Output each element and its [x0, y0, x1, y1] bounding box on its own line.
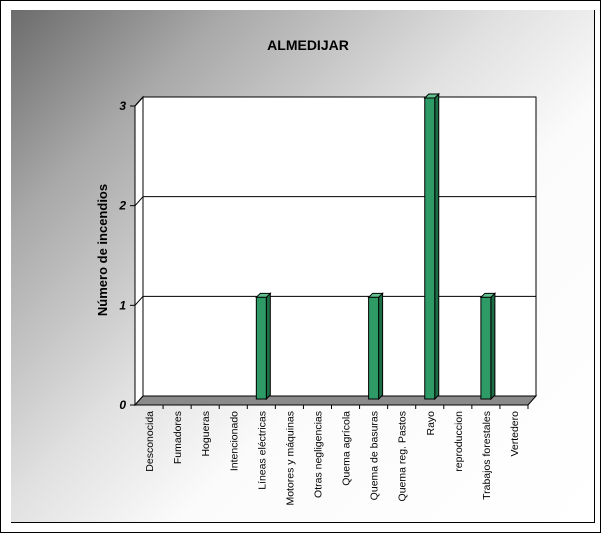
gridline-side — [134, 96, 144, 107]
x-tick-label: Motores y máquinas — [284, 411, 296, 506]
y-tick-label: 1 — [119, 298, 126, 312]
floor — [133, 395, 538, 406]
gridline-side — [134, 296, 144, 306]
bar-side — [434, 92, 440, 401]
y-tick-label: 0 — [119, 398, 126, 412]
bar — [255, 292, 272, 401]
bar-front — [480, 296, 492, 400]
bar-side — [265, 292, 271, 401]
plot-area — [130, 95, 538, 409]
y-tick-label: 2 — [118, 199, 126, 213]
x-tick-label: Hogueras — [200, 411, 212, 457]
x-tick-label: Quema de basuras — [369, 411, 381, 500]
x-tick-label: reproduccion — [453, 411, 465, 472]
x-tick-label: Trabajos forestales — [481, 411, 493, 500]
y-tick-label: 3 — [119, 99, 126, 113]
bar-side — [490, 292, 496, 401]
bar-side — [378, 292, 384, 401]
y-axis-label: Número de incendios — [95, 184, 110, 316]
bar-front — [424, 97, 436, 400]
back-wall — [142, 96, 537, 397]
chart-title: ALMEDIJAR — [267, 37, 349, 53]
bar — [479, 292, 497, 401]
bar — [423, 92, 440, 401]
x-tick-label: Quema agrícola — [341, 411, 353, 486]
x-tick-label: Otras negligencias — [312, 411, 324, 498]
x-tick-label: Fumadores — [172, 411, 184, 464]
x-tick-label: Rayo — [425, 411, 437, 436]
bars — [255, 92, 497, 401]
x-tick-label: Quema reg. Pastos — [397, 411, 409, 501]
x-tick-label: Intencionado — [228, 411, 240, 471]
bar-front — [255, 296, 267, 400]
x-tick-label: Vertedero — [509, 411, 521, 457]
gridline-side — [134, 196, 144, 206]
x-tick-label: Líneas eléctricas — [256, 411, 268, 490]
bar-front — [368, 296, 380, 400]
axis-labels: 0 1 2 3 Desconocida Fumadores Hogueras Intencio… — [118, 99, 521, 506]
x-tick-label: Desconocida — [144, 411, 156, 472]
bar — [367, 292, 384, 401]
side-wall — [134, 95, 144, 407]
